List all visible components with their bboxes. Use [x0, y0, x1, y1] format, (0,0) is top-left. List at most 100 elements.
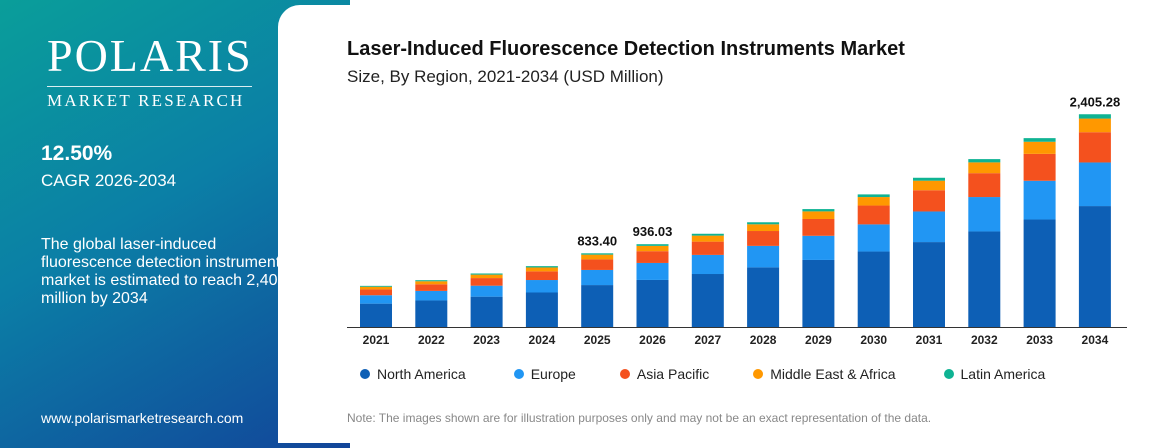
bar-segment-2023-latin-america — [470, 273, 503, 275]
bar-segment-2030-asia-pacific — [857, 205, 890, 225]
bar-segment-2024-europe — [525, 280, 558, 293]
bar-segment-2027-latin-america — [691, 233, 724, 236]
x-tick-label: 2031 — [916, 333, 943, 347]
bar-segment-2029-latin-america — [802, 209, 835, 212]
bar-segment-2028-europe — [747, 245, 780, 268]
bar-segment-2030-middle-east-africa — [857, 197, 890, 206]
bar-segment-2022-europe — [415, 290, 448, 301]
x-tick-label: 2023 — [473, 333, 500, 347]
bar-segment-2021-middle-east-africa — [360, 286, 392, 290]
bar-segment-2034-north-america — [1078, 206, 1111, 327]
x-tick-label: 2025 — [584, 333, 611, 347]
bar-segment-2024-north-america — [525, 292, 558, 327]
x-tick-label: 2032 — [971, 333, 998, 347]
legend-swatch — [619, 369, 630, 379]
chart-card — [278, 5, 1154, 443]
bar-segment-2026-latin-america — [636, 244, 669, 246]
disclaimer-note: Note: The images shown are for illustrat… — [347, 411, 932, 425]
bar-segment-2021-asia-pacific — [360, 289, 392, 296]
bar-segment-2022-latin-america — [415, 280, 448, 282]
bar-segment-2033-latin-america — [1023, 138, 1056, 142]
bar-segment-2024-asia-pacific — [525, 271, 558, 281]
bar-segment-2029-middle-east-africa — [802, 211, 835, 219]
polaris-logo: POLARIS MARKET RESEARCH — [47, 32, 257, 111]
bar-segment-2021-europe — [360, 295, 392, 304]
bar-segment-2032-europe — [968, 197, 1001, 232]
cagr-value: 12.50% — [41, 142, 113, 165]
legend-item-asia-pacific: Asia Pacific — [619, 366, 710, 382]
bar-segment-2029-north-america — [802, 259, 835, 327]
bar-segment-2031-asia-pacific — [913, 190, 945, 212]
bar-segment-2026-middle-east-africa — [636, 245, 669, 252]
bar-segment-2021-latin-america — [360, 285, 392, 287]
chart-title: Laser-Induced Fluorescence Detection Ins… — [347, 38, 905, 60]
bar-segment-2032-latin-america — [968, 159, 1001, 163]
bar-segment-2033-europe — [1023, 180, 1056, 220]
x-tick-label: 2026 — [639, 333, 666, 347]
bar-segment-2026-north-america — [636, 279, 669, 327]
legend-swatch — [943, 369, 954, 379]
legend-swatch — [360, 369, 370, 379]
x-tick-label: 2034 — [1082, 333, 1109, 347]
bar-segment-2027-asia-pacific — [691, 241, 724, 255]
bar-segment-2025-north-america — [581, 285, 614, 327]
logo-subtitle: MARKET RESEARCH — [47, 91, 245, 110]
bar-segment-2028-north-america — [747, 267, 780, 327]
x-tick-label: 2029 — [805, 333, 832, 347]
bar-segment-2026-europe — [636, 262, 669, 280]
bar-segment-2023-north-america — [470, 296, 503, 327]
logo-divider — [47, 86, 252, 87]
bar-segment-2034-europe — [1078, 162, 1111, 207]
legend-item-north-america: North America — [360, 366, 466, 382]
bar-segment-2023-europe — [470, 285, 503, 297]
x-tick-label: 2024 — [529, 333, 556, 347]
x-tick-label: 2028 — [750, 333, 777, 347]
bar-segment-2030-latin-america — [857, 194, 890, 198]
bar-segment-2032-asia-pacific — [968, 173, 1001, 198]
bar-segment-2030-north-america — [857, 251, 890, 327]
legend-item-europe: Europe — [513, 366, 576, 382]
bar-segment-2024-middle-east-africa — [525, 267, 558, 272]
bar-segment-2022-asia-pacific — [415, 284, 448, 291]
bar-segment-2026-asia-pacific — [636, 251, 669, 263]
bar-segment-2034-asia-pacific — [1078, 132, 1111, 163]
legend-label: Middle East & Africa — [770, 366, 896, 382]
bar-segment-2023-middle-east-africa — [470, 274, 503, 279]
website-link[interactable]: www.polarismarketresearch.com — [41, 410, 244, 426]
bar-segment-2032-north-america — [968, 231, 1001, 327]
data-label-2034: 2,405.28 — [1070, 94, 1121, 109]
x-tick-label: 2027 — [694, 333, 721, 347]
bar-segment-2029-europe — [802, 235, 835, 260]
chart-subtitle: Size, By Region, 2021-2034 (USD Million) — [347, 67, 664, 86]
bar-segment-2027-north-america — [691, 274, 724, 327]
bar-segment-2025-latin-america — [581, 253, 614, 255]
bar-segment-2033-asia-pacific — [1023, 153, 1056, 181]
legend-label: Asia Pacific — [636, 366, 710, 382]
legend-item-latin-america: Latin America — [943, 366, 1046, 382]
bar-segment-2027-europe — [691, 254, 724, 275]
logo-wordmark: POLARIS — [47, 32, 257, 80]
chart-legend: North America Europe Asia Pacific Middle Ea… — [360, 366, 1045, 382]
market-summary: The global laser-induced fluorescence de… — [41, 236, 309, 307]
bar-segment-2028-latin-america — [747, 222, 780, 225]
x-tick-label: 2022 — [418, 333, 445, 347]
bar-segment-2025-europe — [581, 269, 614, 286]
legend-label: Latin America — [960, 366, 1046, 382]
bar-segment-2024-latin-america — [525, 266, 558, 268]
bar-segment-2033-north-america — [1023, 219, 1056, 327]
bar-segment-2034-middle-east-africa — [1078, 118, 1111, 133]
cagr-label: CAGR 2026-2034 — [41, 171, 177, 190]
bar-segment-2031-europe — [913, 211, 945, 243]
bar-segment-2032-middle-east-africa — [968, 162, 1001, 174]
bar-segment-2025-middle-east-africa — [581, 254, 614, 260]
bar-segment-2028-middle-east-africa — [747, 224, 780, 232]
bar-segment-2029-asia-pacific — [802, 218, 835, 236]
bar-segment-2031-north-america — [913, 242, 945, 327]
bar-segment-2030-europe — [857, 224, 890, 252]
bar-segment-2034-latin-america — [1078, 114, 1111, 119]
bar-segment-2027-middle-east-africa — [691, 235, 724, 242]
bar-segment-2033-middle-east-africa — [1023, 141, 1056, 154]
x-tick-label: 2021 — [363, 333, 390, 347]
legend-swatch — [753, 369, 764, 379]
legend-label: Europe — [530, 366, 576, 382]
